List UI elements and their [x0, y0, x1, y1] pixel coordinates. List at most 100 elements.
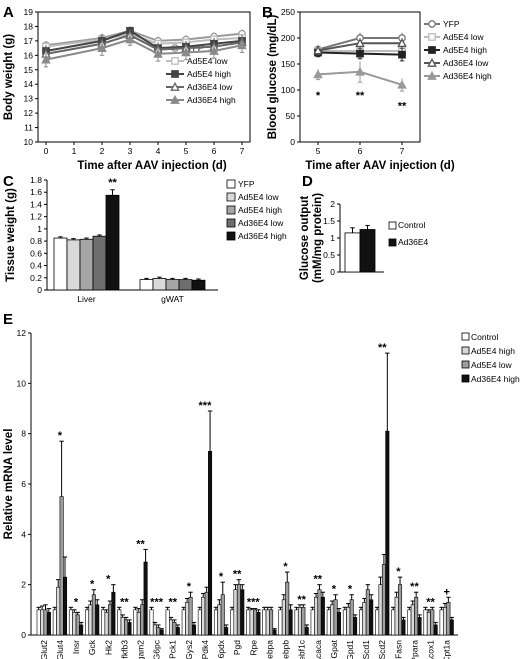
y-tick-label-b: 200 [281, 33, 295, 43]
y-tick-label-e: 6 [21, 479, 26, 489]
data-point-a [237, 40, 247, 50]
bar-e [369, 599, 374, 636]
bar-e [265, 609, 270, 636]
significance-mark-b: * [316, 90, 321, 102]
bar-e [365, 589, 370, 636]
category-label-e: Pgd [232, 640, 242, 655]
data-point-b [397, 79, 407, 89]
data-point-b [398, 50, 406, 59]
bar-e [95, 604, 100, 636]
category-label-e: Ppara [409, 640, 419, 659]
significance-mark-b: ** [356, 90, 365, 102]
y-tick-label-e: 10 [17, 378, 27, 388]
bar-c [79, 238, 94, 291]
x-tick-label-a: 2 [100, 146, 105, 156]
x-tick-label-b: 5 [316, 146, 321, 156]
bar-e [272, 629, 277, 636]
bar-e [185, 601, 190, 636]
bar-e [117, 609, 122, 636]
x-axis-label-a: Time after AAV injection (d) [77, 160, 226, 172]
x-tick-label-a: 3 [128, 146, 133, 156]
legend-label-a: Ad36E4 high [187, 95, 236, 105]
bar-e [140, 604, 145, 636]
bar-e [297, 607, 302, 636]
legend-marker-a [171, 70, 179, 78]
legend-swatch-e [461, 346, 470, 355]
category-label-e: Gys2 [184, 640, 194, 659]
bar-e [310, 609, 315, 636]
x-tick-label-a: 6 [212, 146, 217, 156]
bar-e [407, 609, 412, 636]
bar-e [333, 599, 338, 636]
bar-e [85, 609, 90, 636]
x-tick-label-a: 1 [72, 146, 77, 156]
y-axis-label-c: Tissue weight (g) [5, 188, 17, 282]
significance-mark-e: * [106, 574, 111, 586]
legend-swatch-e [461, 332, 470, 341]
legend-swatch-e [461, 360, 470, 369]
category-label-e: Glut4 [55, 640, 65, 659]
bar-e [336, 612, 341, 636]
x-tick-label-a: 0 [44, 146, 49, 156]
category-label-e: Fasn [393, 640, 403, 659]
data-point-a [153, 48, 163, 58]
significance-mark-e: ** [120, 596, 129, 608]
legend-marker-b [427, 70, 437, 80]
significance-mark-e: ** [136, 538, 145, 550]
panel-label-c: C [3, 173, 14, 190]
bar-e [430, 609, 435, 636]
significance-mark-e: * [58, 430, 63, 442]
y-tick-label-b: 100 [281, 85, 295, 95]
legend-label-a: Ad36E4 low [187, 82, 233, 92]
significance-mark-b: ** [398, 101, 407, 113]
significance-mark-e: *** [150, 596, 164, 608]
y-tick-label-a: 19 [24, 7, 34, 17]
bar-e [107, 604, 112, 636]
bar-e [143, 561, 148, 636]
bar-e [256, 612, 261, 636]
bar-e [410, 604, 415, 636]
bar-e [285, 581, 290, 636]
x-tick-label-a: 4 [156, 146, 161, 156]
bar-e [446, 601, 451, 636]
bar-e [301, 607, 306, 636]
bar-e [201, 596, 206, 636]
significance-mark-e: ** [313, 574, 322, 586]
legend-label-e: Ad5E4 low [471, 360, 512, 370]
bar-e [342, 609, 347, 636]
panel-label-a: A [3, 4, 14, 21]
plot-frame-a [37, 11, 251, 143]
bar-e [417, 617, 422, 636]
bar-e [233, 589, 238, 636]
bar-e [378, 584, 383, 636]
data-point-b [397, 38, 407, 48]
category-label-e: Scd2 [377, 640, 387, 659]
significance-mark-e: ** [426, 596, 435, 608]
y-tick-label-e: 4 [21, 529, 26, 539]
legend-label-e: Ad5E4 high [471, 346, 515, 356]
y-tick-label-c: 1.2 [30, 212, 42, 222]
legend-label-e: Ad36E4 high [471, 374, 520, 384]
bar-e [304, 627, 309, 636]
legend-label-b: YFP [443, 19, 460, 29]
legend-label-c: YFP [238, 179, 255, 189]
significance-mark-e: *** [247, 596, 261, 608]
x-tick-label-b: 6 [358, 146, 363, 156]
legend-swatch-e [461, 374, 470, 383]
bar-e [59, 496, 64, 636]
bar-e [136, 612, 141, 636]
data-point-b [355, 66, 365, 76]
bar-e [217, 604, 222, 636]
category-label-e: Chrebpb [281, 640, 291, 659]
y-tick-label-c: 1.8 [30, 175, 42, 185]
bar-e [262, 609, 267, 636]
significance-mark-e: ** [378, 342, 387, 354]
y-tick-label-d: 2 [330, 199, 335, 209]
legend-label-c: Ad36E4 high [238, 231, 287, 241]
y-tick-label-d: 0.5 [323, 250, 335, 260]
category-label-e: Pfkfb3 [119, 640, 129, 659]
bar-e [169, 619, 174, 636]
bar-e [188, 596, 193, 636]
y-tick-label-a: 17 [24, 36, 34, 46]
bar-c [92, 235, 107, 291]
